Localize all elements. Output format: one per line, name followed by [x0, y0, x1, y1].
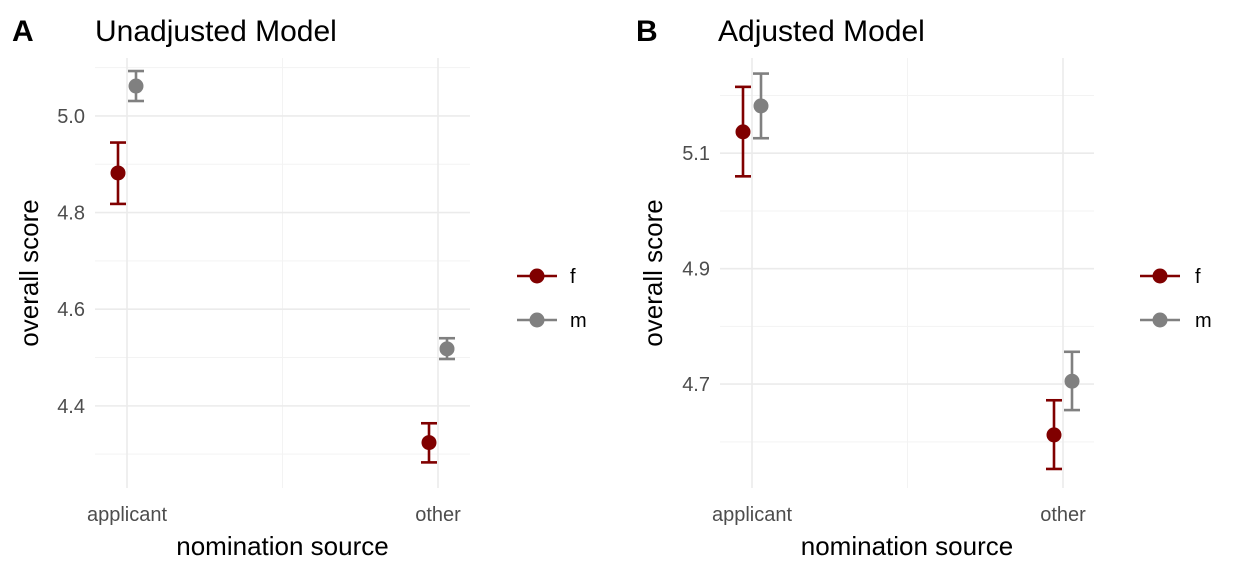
legend-key-point — [529, 312, 545, 328]
x-tick-label: applicant — [87, 504, 168, 526]
legend-label: m — [1195, 310, 1212, 332]
legend-key-point — [529, 268, 545, 284]
panel-b: 4.7 4.9 5.1 applicant other B Adjusted Model no… — [636, 15, 1212, 561]
legend-key-point — [1152, 312, 1168, 328]
panel-tag: A — [12, 15, 34, 48]
legend-item-f: f — [517, 266, 576, 288]
panel-a: 4.4 4.6 4.8 5.0 applicant other A Unadjusted Mo… — [12, 15, 587, 561]
y-tick-label: 4.8 — [57, 203, 85, 225]
data-point-f-applicant — [110, 165, 126, 181]
legend-key-point — [1152, 268, 1168, 284]
y-tick-label: 4.7 — [682, 374, 710, 396]
x-tick-label: applicant — [712, 504, 793, 526]
data-point-f-other — [421, 435, 437, 451]
legend-label: m — [570, 310, 587, 332]
y-axis-title: overall score — [14, 199, 44, 346]
data-point-f-other — [1046, 427, 1062, 443]
y-tick-label: 5.1 — [682, 143, 710, 165]
y-tick-label: 4.6 — [57, 299, 85, 321]
legend-label: f — [570, 266, 576, 288]
legend-item-f: f — [1140, 266, 1201, 288]
legend-label: f — [1195, 266, 1201, 288]
y-tick-label: 4.4 — [57, 396, 85, 418]
data-point-m-other — [1064, 373, 1080, 389]
y-tick-label: 4.9 — [682, 259, 710, 281]
data-point-m-applicant — [128, 78, 144, 94]
x-tick-label: other — [415, 504, 461, 526]
y-tick-label: 5.0 — [57, 106, 85, 128]
x-axis-title: nomination source — [176, 531, 388, 561]
data-point-m-applicant — [753, 98, 769, 114]
legend: fm — [517, 266, 587, 332]
y-axis-title: overall score — [638, 199, 668, 346]
x-tick-label: other — [1040, 504, 1086, 526]
legend-item-m: m — [517, 310, 587, 332]
panel-tag: B — [636, 15, 658, 48]
x-axis-title: nomination source — [801, 531, 1013, 561]
panel-title: Unadjusted Model — [95, 15, 337, 48]
panel-title: Adjusted Model — [718, 15, 925, 48]
legend-item-m: m — [1140, 310, 1212, 332]
legend: fm — [1140, 266, 1212, 332]
data-point-f-applicant — [735, 124, 751, 140]
data-point-m-other — [439, 341, 455, 357]
